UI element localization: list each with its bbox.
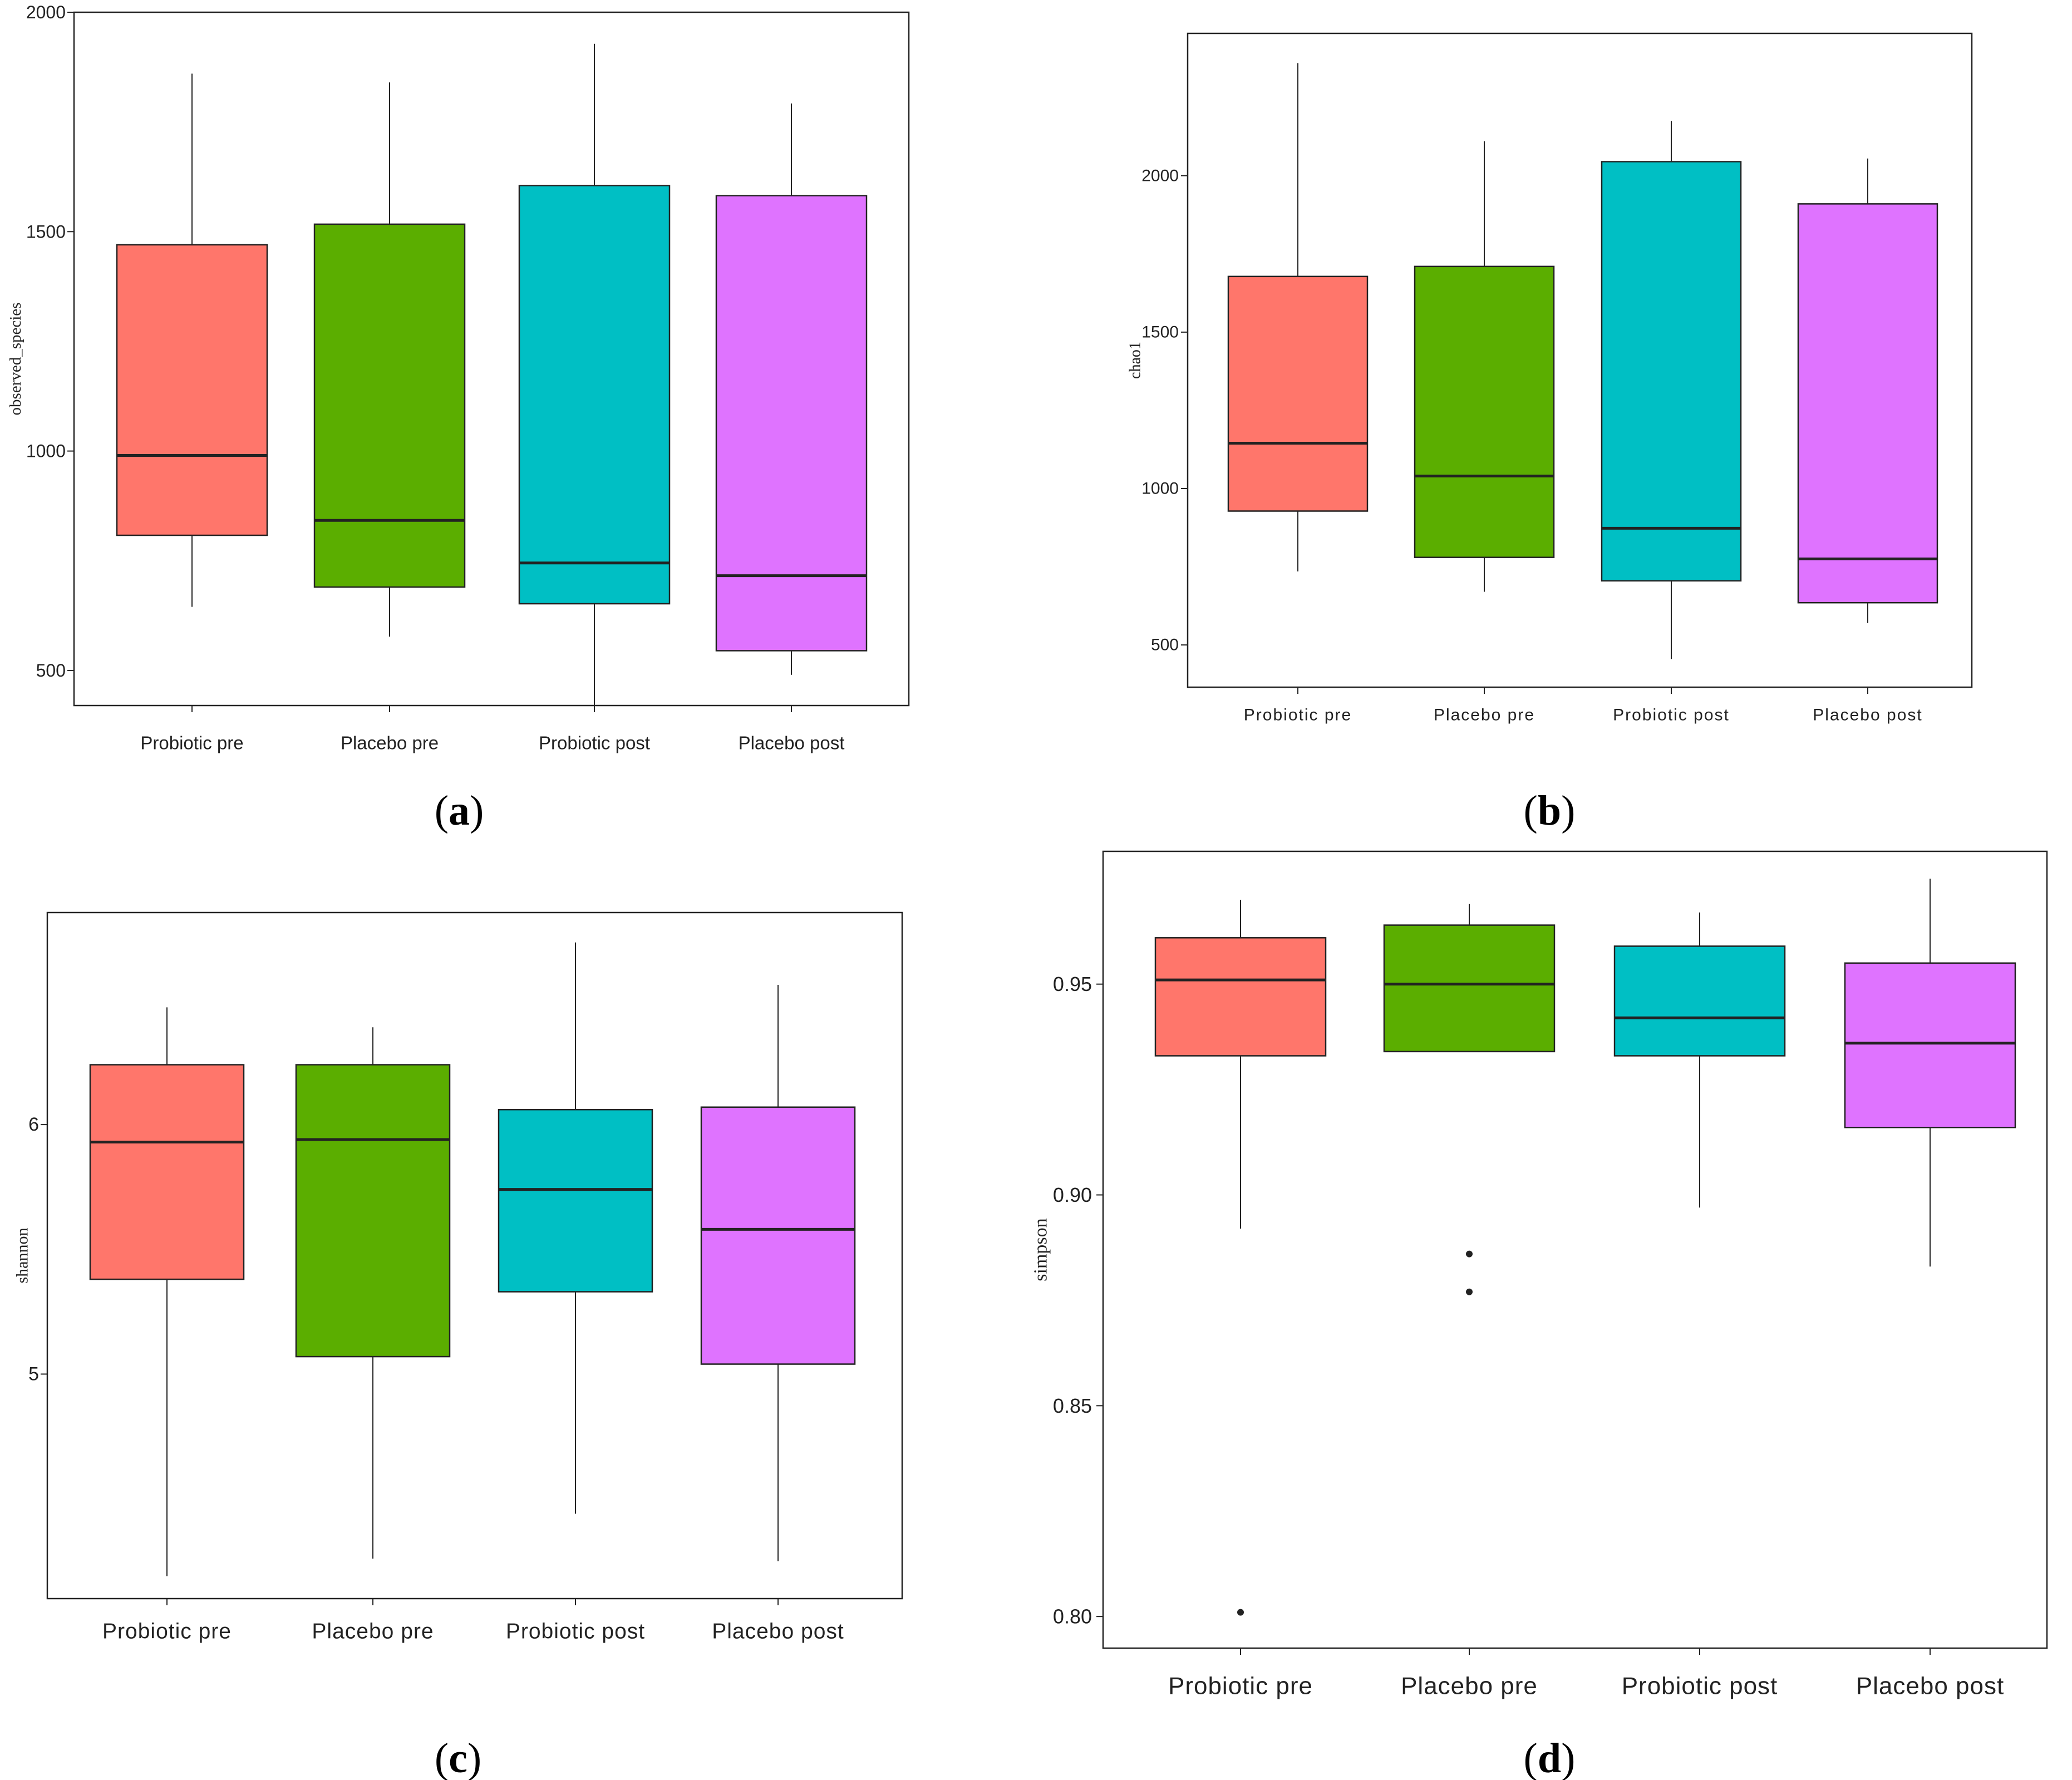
box-body: [700, 1106, 856, 1365]
y-axis-label: shannon: [13, 1228, 32, 1284]
box-2: [1414, 141, 1555, 592]
x-tick-label: Probiotic pre: [1168, 1673, 1313, 1700]
chart-panel-d: 0.80 0.85 0.90 0.95 simpson Probiotic pre Plac…: [1031, 850, 2048, 1780]
box-body: [1844, 962, 2016, 1128]
x-tick-label: Probiotic post: [506, 1620, 645, 1644]
x-tick-label: Probiotic pre: [1244, 706, 1352, 724]
x-tick-label: Probiotic post: [1622, 1673, 1778, 1700]
y-tick-label: 500: [1151, 636, 1179, 654]
box-1: [89, 1007, 245, 1576]
outlier-point: [1466, 1250, 1473, 1258]
box-1: [1154, 900, 1327, 1616]
box-body: [116, 244, 268, 536]
y-tick-label: 1000: [26, 441, 66, 461]
chart-panel-b: 500 1000 1500 2000 chao1 Probiotic pre Placebo…: [1127, 32, 1973, 834]
x-tick-label: Probiotic pre: [102, 1620, 232, 1644]
box-4: [715, 103, 868, 675]
box-3: [1601, 121, 1742, 659]
box-body: [295, 1064, 451, 1358]
y-axis-label: observed_species: [7, 303, 24, 416]
y-tick-label: 0.95: [1053, 973, 1092, 995]
x-tick-label: Probiotic pre: [140, 733, 243, 753]
box-2: [313, 82, 466, 637]
y-axis-label: simpson: [1031, 1218, 1051, 1281]
plot-frame: [46, 911, 903, 1600]
chart-panel-c: 5 6 shannon Probiotic pre Placebo pre Probiot…: [13, 911, 903, 1780]
box-3: [498, 942, 653, 1514]
x-tick-label: Placebo post: [739, 733, 845, 753]
box-1: [116, 73, 268, 607]
x-tick-label: Placebo post: [1813, 706, 1922, 724]
box-4: [700, 985, 856, 1561]
y-tick-label: 5: [28, 1363, 39, 1384]
y-tick-label: 1500: [26, 221, 66, 241]
outlier-point: [1237, 1609, 1244, 1616]
box-body: [518, 185, 671, 605]
panel-label: (d): [1524, 1735, 1576, 1780]
x-tick-label: Placebo pre: [312, 1620, 434, 1644]
box-body: [715, 195, 868, 652]
box-body: [1797, 203, 1938, 604]
box-body: [89, 1064, 245, 1280]
plot-frame: [73, 11, 910, 707]
x-tick-label: Placebo pre: [1401, 1673, 1538, 1700]
y-tick-label: 2000: [1141, 166, 1179, 185]
box-body: [1414, 265, 1555, 558]
box-4: [1797, 158, 1938, 623]
x-tick-label: Placebo pre: [341, 733, 439, 753]
box-2: [295, 1027, 451, 1559]
y-tick-label: 0.85: [1053, 1394, 1092, 1417]
plot-frame: [1102, 850, 2048, 1649]
y-axis-label: chao1: [1127, 342, 1144, 379]
x-tick-label: Probiotic post: [539, 733, 650, 753]
y-tick-label: 6: [28, 1114, 39, 1135]
box-3: [1613, 912, 1786, 1208]
box-body: [1613, 945, 1786, 1057]
panel-label: (a): [435, 787, 484, 834]
box-1: [1227, 63, 1369, 571]
box-body: [1227, 275, 1369, 512]
box-body: [313, 223, 466, 588]
panel-label: (b): [1524, 787, 1576, 834]
plot-frame: [1187, 32, 1973, 688]
y-tick-label: 2000: [26, 2, 66, 22]
x-tick-label: Placebo post: [1856, 1673, 2004, 1700]
box-2: [1383, 904, 1556, 1295]
y-tick-label: 0.80: [1053, 1605, 1092, 1628]
box-body: [498, 1108, 653, 1293]
box-3: [518, 43, 671, 707]
y-tick-label: 1500: [1141, 323, 1179, 341]
y-tick-label: 0.90: [1053, 1184, 1092, 1206]
x-tick-label: Placebo post: [712, 1620, 844, 1644]
x-tick-label: Placebo pre: [1434, 706, 1535, 724]
y-tick-label: 500: [36, 660, 66, 681]
box-body: [1154, 937, 1327, 1057]
box-body: [1601, 161, 1742, 582]
box-4: [1844, 879, 2016, 1267]
x-tick-label: Probiotic post: [1613, 706, 1730, 724]
chart-panel-a: 500 1000 1500 2000 observed_species Probiotic…: [7, 2, 910, 834]
box-body: [1383, 924, 1556, 1053]
panel-label: (c): [435, 1735, 481, 1780]
outlier-point: [1466, 1288, 1473, 1295]
y-tick-label: 1000: [1141, 480, 1179, 498]
